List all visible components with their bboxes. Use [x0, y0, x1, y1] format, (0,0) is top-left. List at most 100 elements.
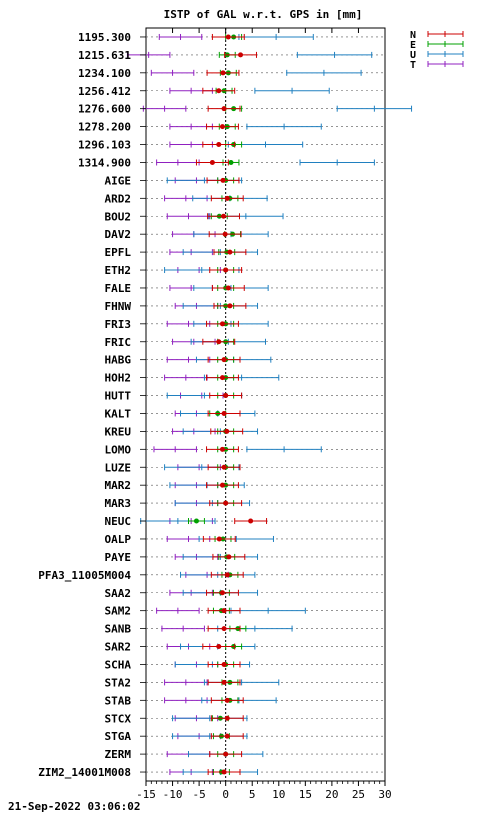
station-label: ETH2	[105, 264, 132, 277]
station-label: 1278.200	[78, 121, 131, 134]
point-N	[216, 142, 222, 148]
station-label: OALP	[105, 533, 132, 546]
point-N	[216, 644, 222, 650]
station-label: PAYE	[105, 551, 132, 564]
station-label: 1276.600	[78, 103, 131, 116]
station-label: MAR3	[105, 497, 132, 510]
point-N	[221, 679, 227, 685]
point-N	[221, 213, 227, 219]
chart-title: ISTP of GAL w.r.t. GPS in [mm]	[164, 8, 363, 21]
x-tick-label: -5	[192, 788, 205, 801]
station-label: SANB	[105, 623, 132, 636]
point-N	[221, 410, 227, 416]
station-label: 1256.412	[78, 85, 131, 98]
point-N	[220, 70, 226, 76]
point-N	[221, 464, 227, 470]
point-N	[209, 159, 215, 165]
point-N	[224, 428, 230, 434]
point-N	[223, 500, 229, 506]
station-label: PFA3_11005M004	[38, 569, 131, 582]
point-N	[224, 195, 230, 201]
point-N	[219, 590, 225, 596]
station-label: NEUC	[105, 515, 132, 528]
station-labels: 1195.300 1215.631 1234.100 1256.412 1276.600…	[38, 31, 146, 779]
legend-label: T	[410, 60, 416, 71]
point-N	[224, 715, 230, 721]
point-N	[224, 697, 230, 703]
point-N	[219, 321, 225, 327]
legend-label: E	[410, 40, 416, 51]
x-tick-label: 10	[272, 788, 285, 801]
station-label: HUTT	[105, 390, 132, 403]
station-label: SAM2	[105, 605, 132, 618]
x-axis: -15 -10 -5 0 5 10 15 20 25 30	[136, 28, 392, 801]
point-N	[219, 375, 225, 381]
point-N	[225, 34, 231, 40]
station-label: STGA	[105, 730, 132, 743]
station-label: STAB	[105, 694, 132, 707]
plot-frame	[145, 27, 386, 782]
point-N	[226, 554, 232, 560]
x-tick-label: 25	[352, 788, 365, 801]
point-E	[228, 159, 234, 165]
point-N	[219, 124, 225, 130]
point-N	[238, 52, 244, 58]
station-label: SAA2	[105, 587, 132, 600]
station-label: FALE	[105, 282, 132, 295]
station-label: KALT	[105, 407, 132, 420]
point-N	[216, 339, 222, 345]
station-label: LUZE	[105, 461, 132, 474]
legend-label: N	[410, 30, 416, 41]
station-label: KREU	[105, 425, 132, 438]
station-label: 1296.103	[78, 139, 131, 152]
station-label: MAR2	[105, 479, 132, 492]
point-N	[221, 608, 227, 614]
station-label: STCX	[105, 712, 132, 725]
station-label: 1234.100	[78, 67, 131, 80]
point-N	[224, 733, 230, 739]
point-N	[216, 88, 222, 94]
station-label: 1195.300	[78, 31, 131, 44]
point-N	[222, 231, 228, 237]
x-tick-label: 15	[299, 788, 312, 801]
point-N	[221, 661, 227, 667]
point-N	[219, 482, 225, 488]
station-label: HABG	[105, 354, 132, 367]
point-N	[248, 518, 254, 524]
point-N	[227, 303, 233, 309]
point-N	[223, 751, 229, 757]
x-tick-label: -10	[163, 788, 183, 801]
station-label: DAV2	[105, 228, 132, 241]
station-label: 1314.900	[78, 156, 131, 169]
station-label: ZIM2_14001M008	[38, 766, 131, 779]
point-N	[224, 572, 230, 578]
x-tick-label: -15	[136, 788, 156, 801]
point-N	[223, 393, 229, 399]
station-label: BOU2	[105, 210, 132, 223]
data-marks	[126, 33, 413, 776]
point-N	[225, 285, 231, 291]
station-label: HOH2	[105, 372, 132, 385]
point-N	[216, 536, 222, 542]
station-label: SAR2	[105, 641, 132, 654]
grid	[145, 27, 386, 782]
point-N	[221, 769, 227, 775]
station-label: FRI3	[105, 318, 132, 331]
point-E	[193, 518, 199, 524]
legend-label: U	[410, 50, 416, 61]
x-tick-label: 30	[378, 788, 391, 801]
point-N	[219, 446, 225, 452]
station-label: FHNW	[105, 300, 132, 313]
station-label: SCHA	[105, 658, 132, 671]
station-label: EPFL	[105, 246, 132, 259]
station-label: LOMO	[105, 443, 132, 456]
station-label: STA2	[105, 676, 132, 689]
point-N	[223, 267, 229, 273]
station-label: 1215.631	[78, 49, 131, 62]
station-label: ARD2	[105, 192, 132, 205]
x-tick-label: 5	[249, 788, 256, 801]
point-N	[227, 249, 233, 255]
point-N	[221, 106, 227, 112]
point-N	[221, 357, 227, 363]
